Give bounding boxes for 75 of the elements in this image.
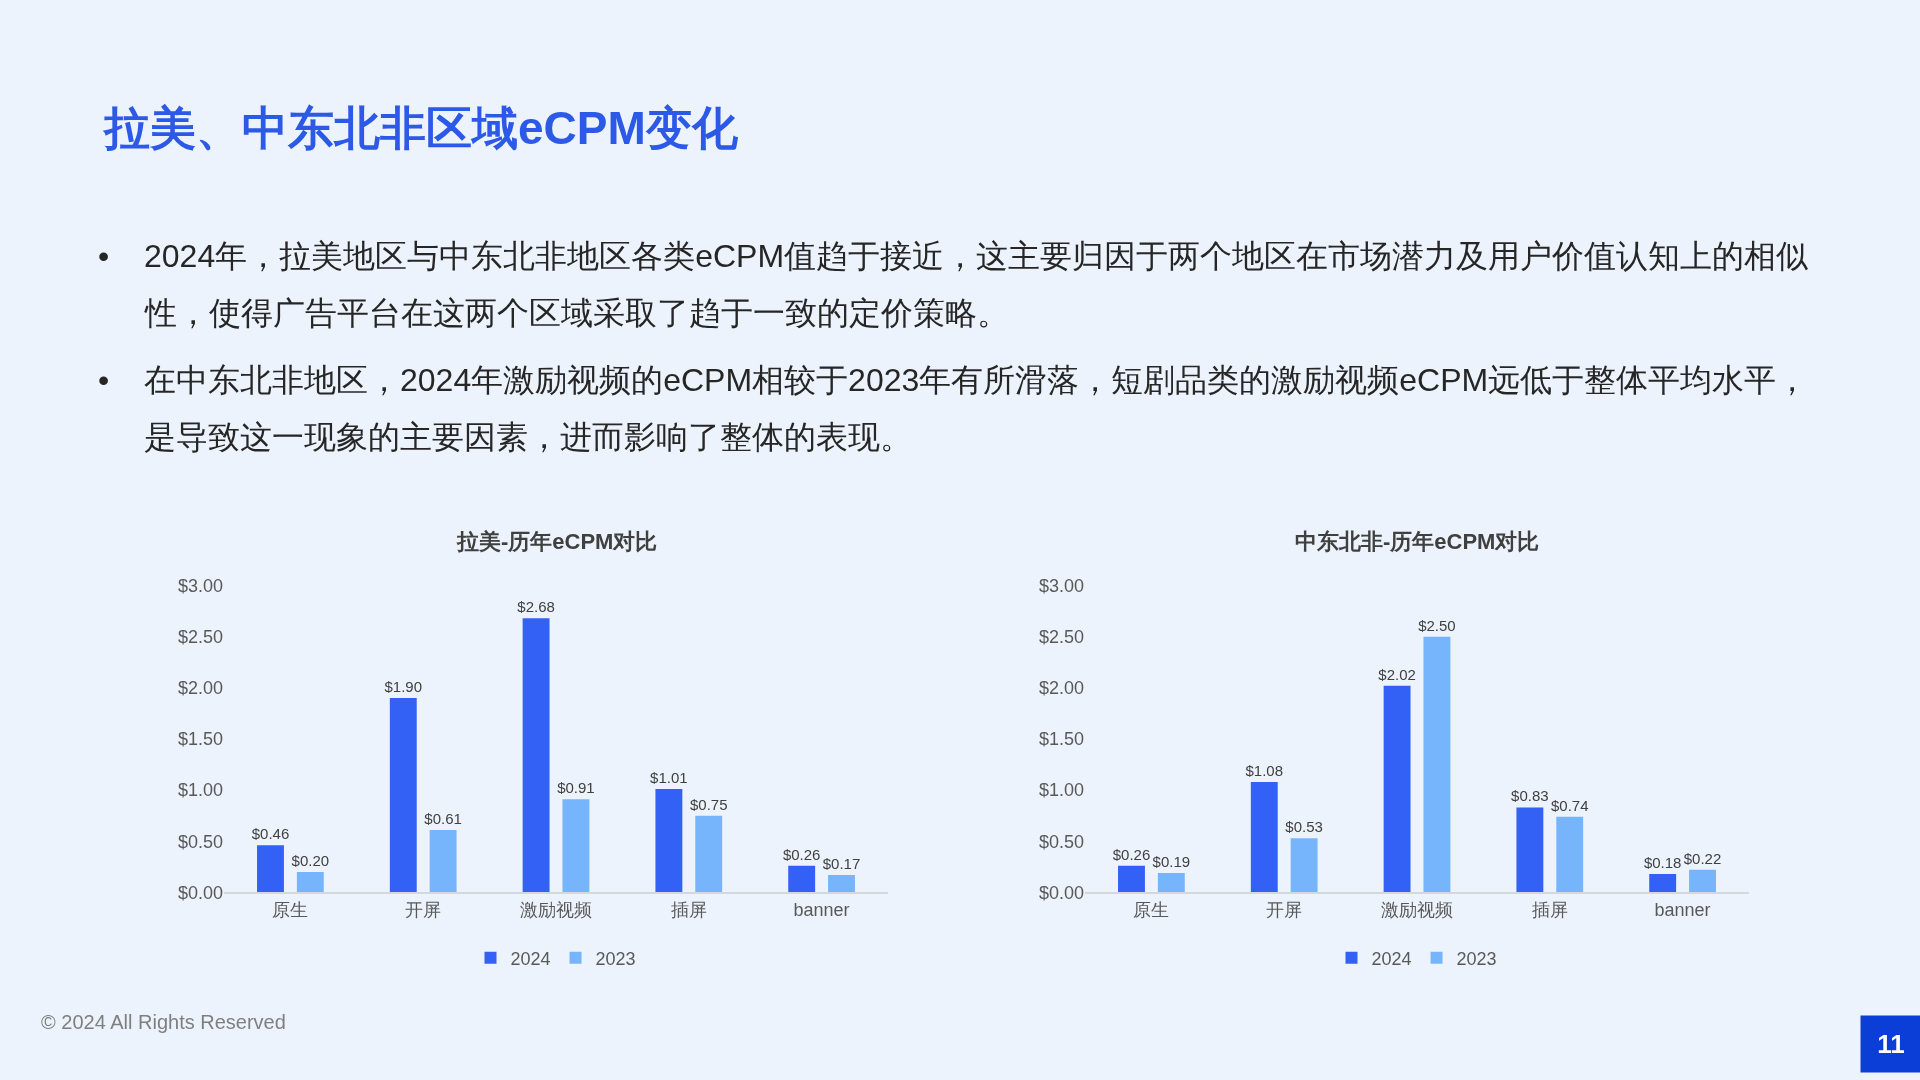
text: • 在中东北非地区，2024年激励视频的eCPM相较于2023年有所滑落，短剧品类的激励视频eCPM远低于整体平均水平，是导致这一现象的主要因素，进而影响了整体的表现。 bbox=[98, 362, 1809, 455]
data-label: $0.74 bbox=[1550, 796, 1589, 814]
data-label: $0.26 bbox=[782, 845, 821, 863]
data-label: $0.17 bbox=[822, 854, 861, 872]
data-label: $0.22 bbox=[1683, 849, 1722, 867]
chart-title: 中东北非-历年eCPM对比 bbox=[1295, 529, 1540, 554]
data-label: $1.08 bbox=[1245, 761, 1284, 779]
x-tick-label: 原生 bbox=[272, 899, 309, 920]
legend-label: 2023 bbox=[1456, 948, 1497, 969]
bar bbox=[1423, 636, 1451, 893]
data-label: $0.91 bbox=[557, 779, 595, 797]
data-label: $0.75 bbox=[689, 795, 728, 813]
x-tick-label: 插屏 bbox=[1531, 899, 1568, 920]
bar bbox=[1516, 807, 1544, 893]
y-tick-label: $1.50 bbox=[1038, 729, 1084, 750]
data-label: $0.61 bbox=[424, 809, 462, 827]
bar bbox=[788, 865, 816, 893]
text: 11 bbox=[1877, 1029, 1905, 1059]
x-tick-label: 激励视频 bbox=[1381, 899, 1453, 920]
x-tick-label: 开屏 bbox=[1266, 899, 1303, 920]
data-label: $0.20 bbox=[291, 851, 330, 869]
bar bbox=[1556, 816, 1584, 893]
y-tick-label: $0.50 bbox=[177, 831, 223, 852]
data-label: $0.26 bbox=[1112, 845, 1151, 863]
legend-label: 2024 bbox=[510, 948, 551, 969]
bar bbox=[429, 829, 457, 893]
y-tick-label: $2.50 bbox=[1038, 627, 1084, 648]
chart-title: 拉美-历年eCPM对比 bbox=[456, 529, 658, 554]
legend-label: 2023 bbox=[595, 948, 636, 969]
y-tick-label: $2.00 bbox=[1038, 678, 1084, 699]
data-label: $0.19 bbox=[1152, 852, 1191, 870]
data-label: $1.01 bbox=[650, 769, 688, 787]
bar bbox=[522, 618, 550, 893]
x-tick-label: 开屏 bbox=[405, 899, 442, 920]
bar bbox=[1383, 685, 1411, 893]
data-label: $0.53 bbox=[1285, 818, 1323, 836]
text: © 2024 All Rights Reserved bbox=[41, 1011, 286, 1033]
bar bbox=[1689, 869, 1716, 893]
data-label: $0.46 bbox=[251, 825, 290, 843]
text: 拉美、中东北非区域eCPM变化 bbox=[102, 102, 739, 154]
y-tick-label: $2.00 bbox=[177, 678, 223, 699]
bar bbox=[1118, 865, 1145, 893]
legend-label: 2024 bbox=[1371, 948, 1412, 969]
x-tick-label: banner bbox=[1654, 899, 1711, 920]
y-tick-label: $1.00 bbox=[1038, 780, 1084, 801]
bar bbox=[695, 815, 723, 893]
bar bbox=[1250, 781, 1278, 893]
y-tick-label: $1.50 bbox=[177, 729, 223, 750]
y-tick-label: $1.00 bbox=[177, 780, 223, 801]
bar bbox=[296, 871, 324, 893]
x-tick-label: 原生 bbox=[1133, 899, 1170, 920]
y-tick-label: $0.00 bbox=[177, 882, 223, 903]
data-label: $0.18 bbox=[1643, 853, 1682, 871]
data-label: $0.83 bbox=[1511, 787, 1549, 805]
x-tick-label: 激励视频 bbox=[520, 899, 592, 920]
y-tick-label: $3.00 bbox=[177, 575, 223, 596]
bar bbox=[1157, 872, 1185, 893]
bar bbox=[389, 698, 417, 893]
bar bbox=[1290, 838, 1318, 893]
x-tick-label: 插屏 bbox=[670, 899, 707, 920]
y-tick-label: $2.50 bbox=[177, 627, 223, 648]
y-tick-label: $0.50 bbox=[1038, 831, 1084, 852]
data-label: $2.02 bbox=[1378, 665, 1416, 683]
bar bbox=[655, 789, 683, 893]
x-tick-label: banner bbox=[793, 899, 850, 920]
y-tick-label: $3.00 bbox=[1038, 575, 1084, 596]
bar bbox=[828, 874, 855, 893]
bar bbox=[1649, 873, 1677, 893]
bar bbox=[562, 799, 590, 893]
text: • 2024年，拉美地区与中东北非地区各类eCPM值趋于接近，这主要归因于两个地区在市场潜力及用户价值认知上的相似性，使得广告平台在这两个区域采取了趋于一致的定价策略。 bbox=[98, 238, 1809, 331]
bar bbox=[257, 845, 284, 893]
data-label: $1.90 bbox=[384, 678, 423, 696]
data-label: $2.50 bbox=[1418, 616, 1456, 634]
data-label: $2.68 bbox=[517, 598, 555, 616]
y-tick-label: $0.00 bbox=[1038, 882, 1084, 903]
